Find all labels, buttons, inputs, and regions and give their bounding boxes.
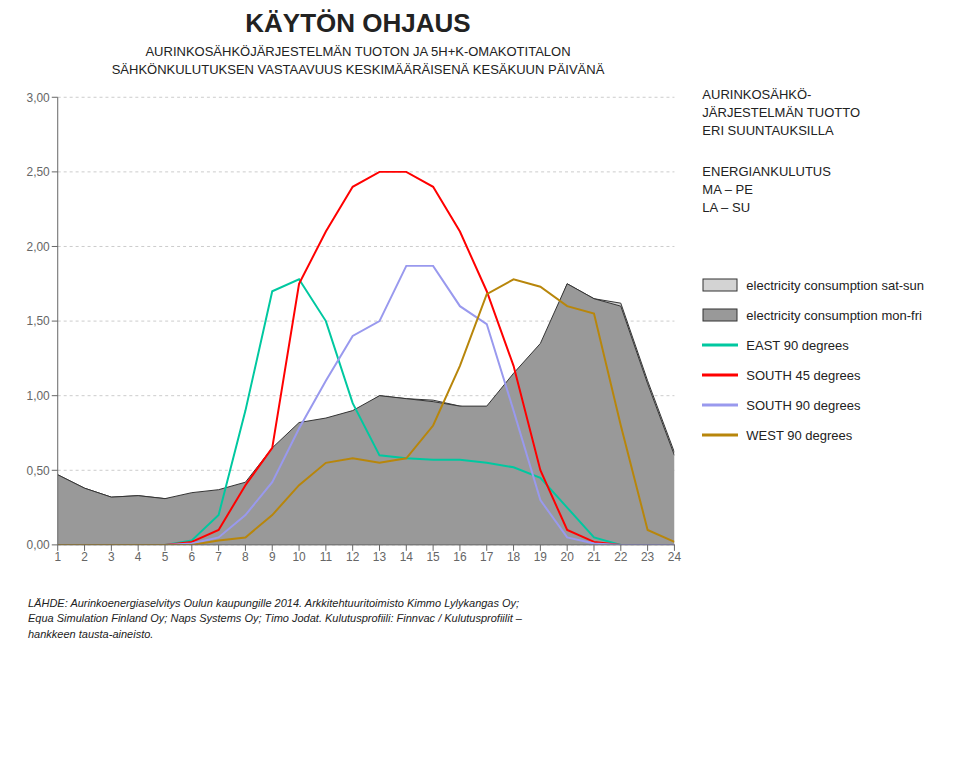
svg-text:4: 4 [135, 550, 142, 564]
svg-text:1,50: 1,50 [27, 314, 51, 328]
svg-text:0,50: 0,50 [27, 464, 51, 478]
svg-text:20: 20 [561, 550, 575, 564]
svg-text:14: 14 [400, 550, 414, 564]
svg-text:15: 15 [426, 550, 440, 564]
svg-text:11: 11 [320, 550, 333, 564]
svg-text:12: 12 [346, 550, 360, 564]
svg-text:7: 7 [215, 550, 222, 564]
svg-text:19: 19 [534, 550, 548, 564]
svg-text:8: 8 [242, 550, 249, 564]
svg-text:2: 2 [81, 550, 88, 564]
html-text:AURINKOSÄHKÖ- JÄRJESTELMÄN TUO: AURINKOSÄHKÖ- JÄRJESTELMÄN TUOTTO ERI SU… [702, 87, 860, 139]
svg-text:21: 21 [587, 550, 601, 564]
html-text:electricity consumption mon-fr: electricity consumption mon-fri [746, 307, 922, 323]
html-text:LÄHDE: Aurinkoenergiaselvitys: LÄHDE: Aurinkoenergiaselvitys Oulun kaup… [28, 597, 522, 640]
html-text:WEST 90 degrees: WEST 90 degrees [746, 427, 853, 443]
svg-text:0,00: 0,00 [27, 538, 51, 552]
svg-text:10: 10 [292, 550, 306, 564]
html-text:SOUTH 90 degrees: SOUTH 90 degrees [746, 397, 861, 413]
svg-text:1,00: 1,00 [27, 389, 51, 403]
html-text:ENERGIANKULUTUS MA – PE LA – S: ENERGIANKULUTUS MA – PE LA – SU [702, 163, 831, 215]
html-text:AURINKOSÄHKÖJÄRJESTELMÄN TUOTO: AURINKOSÄHKÖJÄRJESTELMÄN TUOTON JA 5H+K-… [111, 44, 605, 77]
svg-text:3: 3 [108, 550, 115, 564]
svg-text:18: 18 [507, 550, 521, 564]
svg-text:24: 24 [668, 550, 682, 564]
svg-text:2,50: 2,50 [27, 165, 51, 179]
svg-text:1: 1 [54, 550, 61, 564]
svg-text:6: 6 [188, 550, 195, 564]
svg-text:2,00: 2,00 [27, 240, 51, 254]
html-text:electricity consumption sat-su: electricity consumption sat-sun [746, 277, 925, 293]
svg-text:23: 23 [641, 550, 655, 564]
svg-text:9: 9 [269, 550, 276, 564]
svg-text:22: 22 [614, 550, 628, 564]
html-text:EAST 90 degrees: EAST 90 degrees [746, 337, 849, 353]
svg-text:17: 17 [480, 550, 494, 564]
svg-text:3,00: 3,00 [27, 91, 51, 105]
svg-text:16: 16 [453, 550, 467, 564]
html-text:KÄYTÖN OHJAUS: KÄYTÖN OHJAUS [245, 8, 471, 38]
svg-text:5: 5 [162, 550, 169, 564]
svg-text:13: 13 [373, 550, 387, 564]
html-text:SOUTH 45 degrees: SOUTH 45 degrees [746, 367, 861, 383]
